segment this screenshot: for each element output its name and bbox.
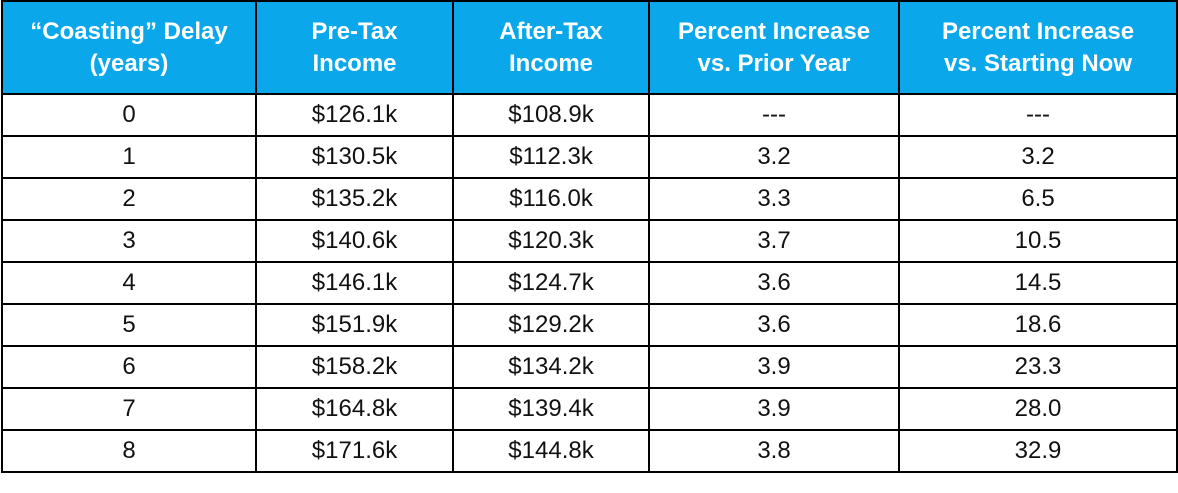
header-cell: After-Tax Income — [452, 0, 650, 95]
table-cell: 3.2 — [648, 135, 900, 179]
header-text: vs. Prior Year — [697, 49, 851, 77]
header-text: (years) — [89, 49, 169, 77]
table-header: “Coasting” Delay (years) Pre-Tax Income Afte… — [1, 0, 1178, 95]
table-row: 8 $171.6k $144.8k 3.8 32.9 — [1, 429, 1178, 473]
header-text: Income — [508, 49, 594, 77]
header-row: “Coasting” Delay (years) Pre-Tax Income Afte… — [1, 0, 1178, 95]
table-cell: 6 — [1, 345, 257, 389]
table-cell: 14.5 — [898, 261, 1178, 305]
table-cell: 0 — [1, 93, 257, 137]
header-text: “Coasting” Delay — [30, 17, 228, 45]
header-cell: “Coasting” Delay (years) — [1, 0, 257, 95]
table-cell: 3.7 — [648, 219, 900, 263]
table-cell: $108.9k — [452, 93, 650, 137]
table-cell: $116.0k — [452, 177, 650, 221]
table-cell: $158.2k — [255, 345, 454, 389]
header-cell: Percent Increase vs. Starting Now — [898, 0, 1178, 95]
header-text: Pre-Tax — [311, 17, 398, 45]
table-cell: 3.8 — [648, 429, 900, 473]
table-row: 1 $130.5k $112.3k 3.2 3.2 — [1, 135, 1178, 179]
table-cell: 2 — [1, 177, 257, 221]
table-row: 0 $126.1k $108.9k --- --- — [1, 93, 1178, 137]
table-cell: 4 — [1, 261, 257, 305]
header-text: After-Tax — [499, 17, 603, 45]
table-cell: 3.3 — [648, 177, 900, 221]
header-cell: Pre-Tax Income — [255, 0, 454, 95]
table-cell: 28.0 — [898, 387, 1178, 431]
table-cell: $146.1k — [255, 261, 454, 305]
table-body: 0 $126.1k $108.9k --- --- 1 $130.5k $112.3k 3.2 3… — [1, 93, 1178, 473]
table-cell: 3.9 — [648, 387, 900, 431]
table-row: 2 $135.2k $116.0k 3.3 6.5 — [1, 177, 1178, 221]
table-cell: $112.3k — [452, 135, 650, 179]
table-row: 4 $146.1k $124.7k 3.6 14.5 — [1, 261, 1178, 305]
table-cell: 3.6 — [648, 261, 900, 305]
table-cell: 32.9 — [898, 429, 1178, 473]
table-row: 5 $151.9k $129.2k 3.6 18.6 — [1, 303, 1178, 347]
table-row: 6 $158.2k $134.2k 3.9 23.3 — [1, 345, 1178, 389]
table-cell: $151.9k — [255, 303, 454, 347]
table-cell: $140.6k — [255, 219, 454, 263]
data-table: “Coasting” Delay (years) Pre-Tax Income Afte… — [1, 0, 1178, 473]
table-cell: $126.1k — [255, 93, 454, 137]
table-cell: $130.5k — [255, 135, 454, 179]
table-cell: 6.5 — [898, 177, 1178, 221]
table-cell: $171.6k — [255, 429, 454, 473]
table-row: 7 $164.8k $139.4k 3.9 28.0 — [1, 387, 1178, 431]
table-cell: 18.6 — [898, 303, 1178, 347]
table-cell: 8 — [1, 429, 257, 473]
table-cell: $135.2k — [255, 177, 454, 221]
table-cell: $129.2k — [452, 303, 650, 347]
table-cell: $124.7k — [452, 261, 650, 305]
header-text: Percent Increase — [941, 17, 1135, 45]
table-cell: 3.2 — [898, 135, 1178, 179]
table-cell: 10.5 — [898, 219, 1178, 263]
header-cell: Percent Increase vs. Prior Year — [648, 0, 900, 95]
table-cell: $144.8k — [452, 429, 650, 473]
header-text: Income — [312, 49, 397, 77]
table-cell: $139.4k — [452, 387, 650, 431]
table-cell: 7 — [1, 387, 257, 431]
table-cell: $164.8k — [255, 387, 454, 431]
header-text: vs. Starting Now — [943, 49, 1133, 77]
table-cell: 3.9 — [648, 345, 900, 389]
table-cell: 23.3 — [898, 345, 1178, 389]
table-cell: --- — [648, 93, 900, 137]
table-cell: $134.2k — [452, 345, 650, 389]
header-text: Percent Increase — [677, 17, 871, 45]
table-row: 3 $140.6k $120.3k 3.7 10.5 — [1, 219, 1178, 263]
table-cell: 3 — [1, 219, 257, 263]
table-cell: $120.3k — [452, 219, 650, 263]
table-cell: 5 — [1, 303, 257, 347]
table-cell: 1 — [1, 135, 257, 179]
table-cell: --- — [898, 93, 1178, 137]
table-cell: 3.6 — [648, 303, 900, 347]
